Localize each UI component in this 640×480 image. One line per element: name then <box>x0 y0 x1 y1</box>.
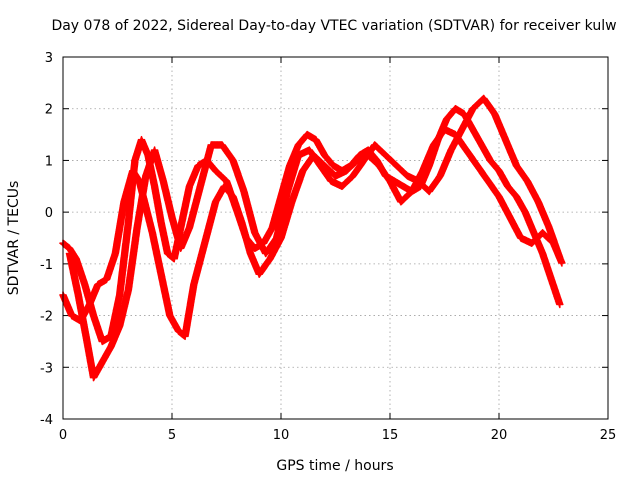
y-tick-label: -4 <box>40 413 53 428</box>
series-track-3 <box>65 94 564 382</box>
y-tick-label: 3 <box>45 51 53 66</box>
axis-ticks: 0 5 10 15 20 25 -4 -3 -2 -1 0 1 2 3 <box>40 51 616 443</box>
y-tick-label: -1 <box>40 258 53 273</box>
x-tick-label: 5 <box>168 428 176 443</box>
y-tick-label: 1 <box>45 154 53 169</box>
x-tick-label: 15 <box>382 428 399 443</box>
y-tick-label: 0 <box>45 206 53 221</box>
x-tick-label: 10 <box>273 428 290 443</box>
chart-title: Day 078 of 2022, Sidereal Day-to-day VTE… <box>51 18 616 34</box>
data-series <box>59 94 566 382</box>
y-tick-label: -3 <box>40 361 53 376</box>
x-axis-label: GPS time / hours <box>276 458 393 474</box>
y-tick-label: -2 <box>40 310 53 325</box>
x-tick-label: 25 <box>600 428 617 443</box>
plot-frame <box>62 56 609 420</box>
y-axis-label: SDTVAR / TECUs <box>6 181 22 296</box>
y-tick-label: 2 <box>45 103 53 118</box>
x-tick-label: 0 <box>59 428 67 443</box>
x-tick-label: 20 <box>491 428 508 443</box>
